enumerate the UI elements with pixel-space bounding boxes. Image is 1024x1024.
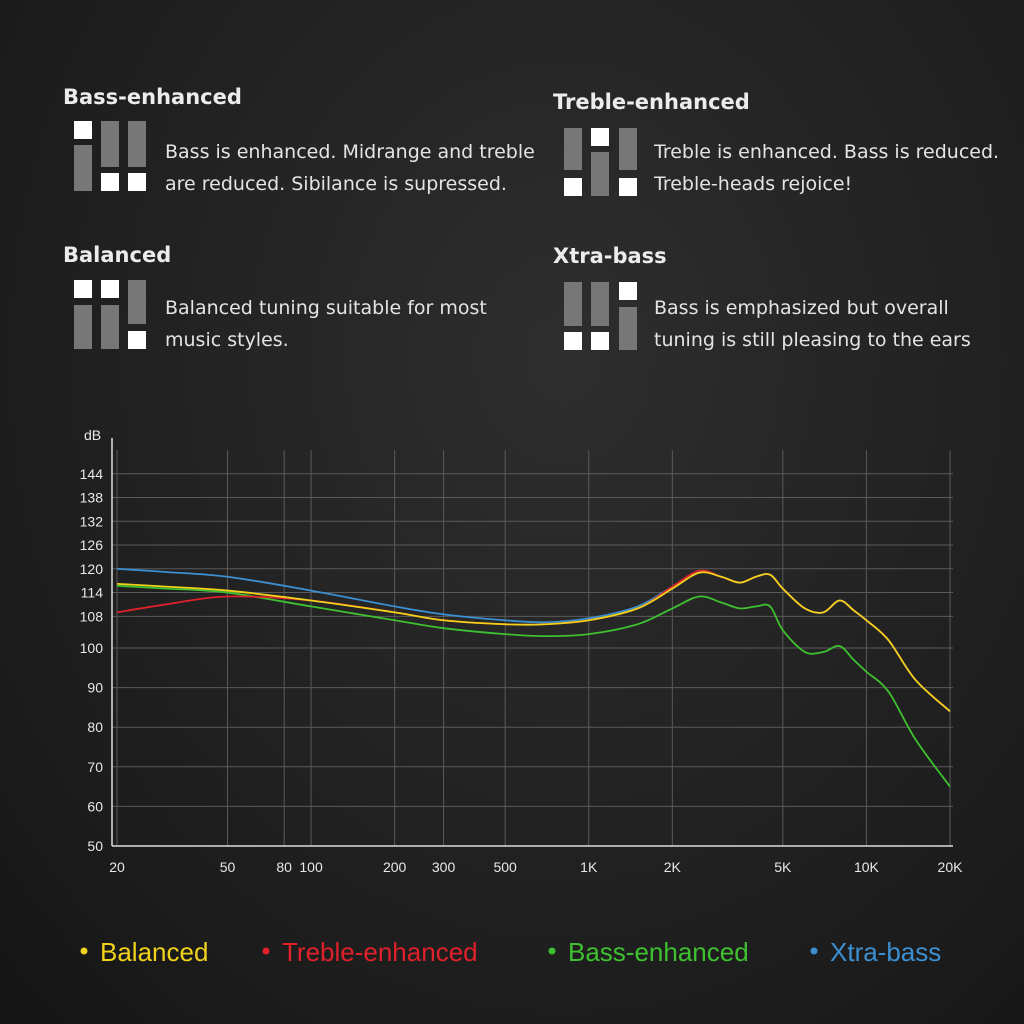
y-tick-label: 120 [80, 561, 104, 577]
mode-title: Balanced [63, 243, 171, 267]
mode-text: are reduced. Sibilance is supressed. [165, 173, 507, 195]
y-tick-label: 144 [80, 466, 104, 482]
x-tick-label: 300 [432, 859, 456, 875]
x-tick-label: 2K [664, 859, 682, 875]
mode-text: music styles. [165, 329, 289, 351]
legend-label: Balanced [100, 937, 208, 967]
y-tick-label: 108 [80, 608, 104, 624]
x-tick-label: 20 [109, 859, 125, 875]
x-tick-label: 1K [580, 859, 598, 875]
x-tick-label: 100 [299, 859, 323, 875]
legend-dot [80, 947, 88, 955]
legend: Balanced Treble-enhanced Bass-enhanced Xtra… [80, 937, 941, 967]
legend-label: Bass-enhanced [568, 937, 749, 967]
series-line [116, 567, 951, 713]
mode-text: Bass is enhanced. Midrange and treble [165, 141, 535, 163]
y-tick-label: 70 [87, 759, 103, 775]
icons [74, 121, 637, 350]
x-tick-label: 10K [854, 859, 880, 875]
icon-balanced [74, 280, 146, 349]
x-tick-label: 20K [938, 859, 964, 875]
y-tick-label: 60 [87, 798, 103, 814]
x-tick-label: 200 [383, 859, 407, 875]
y-tick-label: 80 [87, 719, 103, 735]
y-axis-label: dB [84, 427, 101, 443]
grid [112, 450, 953, 847]
plot-lines [116, 567, 951, 788]
icon-xtra-bass [564, 282, 637, 350]
mode-text: Bass is emphasized but overall [654, 297, 949, 319]
series-line [116, 584, 951, 788]
legend-dot [548, 947, 556, 955]
icon-treble-enhanced [564, 128, 637, 196]
mode-title: Bass-enhanced [63, 85, 242, 109]
y-tick-label: 50 [87, 838, 103, 854]
legend-dot [262, 947, 270, 955]
y-tick-label: 138 [80, 490, 104, 506]
y-tick-label: 126 [80, 537, 104, 553]
mode-text: Balanced tuning suitable for most [165, 297, 487, 319]
legend-label: Treble-enhanced [282, 937, 478, 967]
legend-dot [810, 947, 818, 955]
x-tick-label: 80 [276, 859, 292, 875]
mode-text: tuning is still pleasing to the ears [654, 329, 971, 351]
y-tick-label: 100 [80, 640, 104, 656]
mode-title: Xtra-bass [553, 244, 667, 268]
y-tick-label: 132 [80, 513, 104, 529]
y-tick-label: 114 [81, 585, 104, 601]
mode-text: Treble is enhanced. Bass is reduced. [653, 141, 999, 163]
legend-label: Xtra-bass [830, 937, 941, 967]
x-tick-label: 500 [493, 859, 517, 875]
icon-bass-enhanced [74, 121, 146, 191]
x-tick-label: 5K [774, 859, 792, 875]
y-tick-label: 90 [87, 680, 103, 696]
x-tick-label: 50 [220, 859, 236, 875]
series-line [116, 571, 951, 713]
mode-title: Treble-enhanced [553, 90, 750, 114]
mode-text: Treble-heads rejoice! [653, 173, 852, 195]
